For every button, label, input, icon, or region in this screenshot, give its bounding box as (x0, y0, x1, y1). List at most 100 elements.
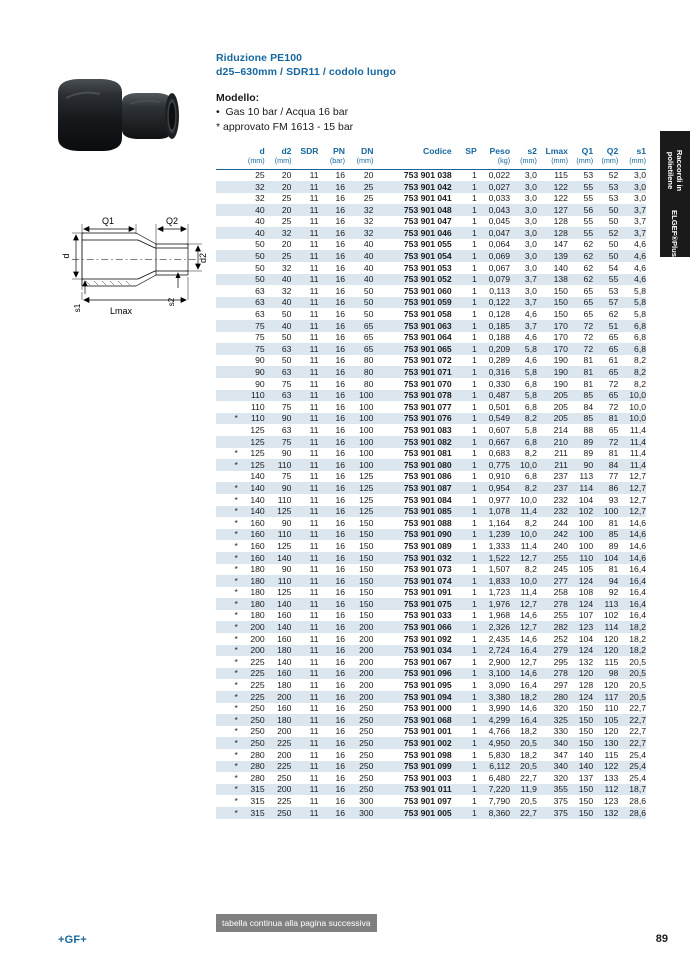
cell-peso: 0,022 (488, 170, 511, 181)
cell-lmax: 330 (553, 726, 568, 737)
cell-s2: 3,0 (524, 285, 537, 296)
cell-code: 753 901 080 (373, 459, 452, 471)
cell-s1: 25,4 (629, 772, 646, 783)
table-row: 32 20 11 16 25 753 901 042 1 0,027 3,0 122 55 53 3,0 (216, 180, 646, 193)
cell-q2: 61 (608, 355, 619, 366)
cell-s1: 3,7 (618, 227, 646, 239)
cell-q1: 107 (578, 610, 594, 621)
cell-code: 753 901 046 (373, 227, 452, 239)
cell-s1: 14,6 (618, 528, 646, 541)
cell-sdr: 11 (291, 389, 319, 402)
cell-sp: 1 (471, 471, 477, 482)
cell-pn: 16 (335, 239, 345, 250)
section-side-tab: Raccordi in polietilene ELGEF®Plus (660, 131, 690, 257)
cell-q2: 89 (608, 540, 619, 551)
cell-star (216, 296, 238, 309)
cell-q1: 150 (567, 714, 594, 726)
cell-q1: 132 (578, 656, 594, 667)
cell-d2: 32 (281, 285, 292, 296)
cell-code: 753 901 090 (373, 528, 452, 541)
cell-star: * (234, 772, 238, 783)
cell-dn: 32 (345, 227, 374, 239)
drawing-label-s2: s2 (167, 297, 176, 306)
cell-star: * (216, 459, 238, 471)
cell-lmax: 190 (536, 366, 568, 378)
cell-sp: 1 (451, 621, 477, 634)
cell-sdr: 11 (291, 551, 319, 564)
cell-peso: 0,079 (476, 273, 511, 286)
cell-pn: 16 (318, 320, 345, 332)
cell-peso: 0,977 (488, 494, 511, 505)
cell-code: 753 901 098 (403, 749, 452, 760)
cell-s1: 22,7 (629, 726, 646, 737)
cell-sp: 1 (451, 320, 477, 332)
cell-q2: 72 (608, 401, 619, 412)
cell-code: 753 901 091 (403, 587, 452, 598)
cell-lmax: 375 (553, 795, 568, 806)
cell-code: 753 901 076 (373, 412, 452, 425)
cell-pn: 16 (318, 691, 345, 703)
cell-q2: 52 (608, 170, 619, 181)
cell-pn: 16 (335, 494, 345, 505)
cell-dn: 250 (345, 760, 374, 773)
cell-s1: 3,0 (634, 170, 646, 181)
cell-sdr: 11 (309, 285, 319, 296)
cell-q2: 120 (593, 644, 619, 657)
cell-sp: 1 (451, 714, 477, 726)
cell-peso: 1,507 (488, 564, 511, 575)
cell-pn: 16 (335, 749, 345, 760)
cell-pn: 16 (318, 644, 345, 657)
cell-sp: 1 (471, 193, 477, 204)
cell-dn: 100 (345, 459, 374, 471)
cell-sdr: 11 (291, 737, 319, 749)
cell-star: * (216, 806, 238, 819)
cell-star (216, 250, 238, 263)
table-row: * 140 125 11 16 125 753 901 085 1 1,078 11,4 232 10… (216, 505, 646, 518)
cell-code: 753 901 072 (403, 355, 452, 366)
cell-star (216, 378, 238, 390)
cell-lmax: 128 (536, 227, 568, 239)
cell-d: 250 (237, 737, 265, 749)
cell-code: 753 901 042 (373, 180, 452, 193)
page-number: 89 (655, 933, 668, 945)
cell-pn: 16 (335, 309, 345, 320)
cell-dn: 32 (345, 204, 374, 216)
cell-q2: 65 (593, 366, 619, 378)
cell-s2: 16,4 (510, 644, 537, 657)
cell-d: 32 (255, 193, 265, 204)
cell-q1: 62 (583, 239, 594, 250)
cell-peso: 7,220 (476, 783, 511, 796)
cell-s1: 18,2 (629, 633, 646, 644)
cell-lmax: 375 (536, 806, 568, 819)
cell-code: 753 901 070 (403, 378, 452, 389)
unit-sp (451, 156, 477, 170)
cell-dn: 65 (363, 332, 374, 343)
cell-star: * (216, 737, 238, 749)
th-star (216, 146, 238, 156)
cell-lmax: 138 (536, 273, 568, 286)
cell-sdr: 11 (309, 424, 319, 435)
cell-d2: 225 (264, 737, 292, 749)
cell-dn: 150 (359, 610, 374, 621)
th-d: d (259, 146, 265, 156)
cell-pn: 16 (318, 250, 345, 263)
cell-pn: 16 (318, 528, 345, 541)
cell-code: 753 901 055 (403, 239, 452, 250)
cell-s2: 10,0 (510, 528, 537, 541)
cell-sp: 1 (471, 448, 477, 459)
table-row: 140 75 11 16 125 753 901 086 1 0,910 6,8 237 113 77… (216, 471, 646, 483)
cell-q1: 72 (567, 343, 594, 355)
cell-code: 753 901 094 (373, 691, 452, 703)
cell-peso: 0,954 (476, 482, 511, 494)
cell-d2: 110 (264, 459, 292, 471)
table-body: 25 20 11 16 20 753 901 038 1 0,022 3,0 115 53 52 3,0… (216, 169, 646, 819)
cell-q2: 81 (608, 517, 619, 528)
cell-peso: 0,487 (476, 389, 511, 402)
cell-d2: 40 (264, 296, 292, 309)
cell-dn: 300 (359, 795, 374, 806)
cell-d: 90 (237, 366, 265, 378)
cell-q1: 62 (567, 273, 594, 286)
cell-peso: 3,990 (488, 703, 511, 714)
cell-d2: 63 (281, 424, 292, 435)
cell-pn: 16 (318, 783, 345, 796)
